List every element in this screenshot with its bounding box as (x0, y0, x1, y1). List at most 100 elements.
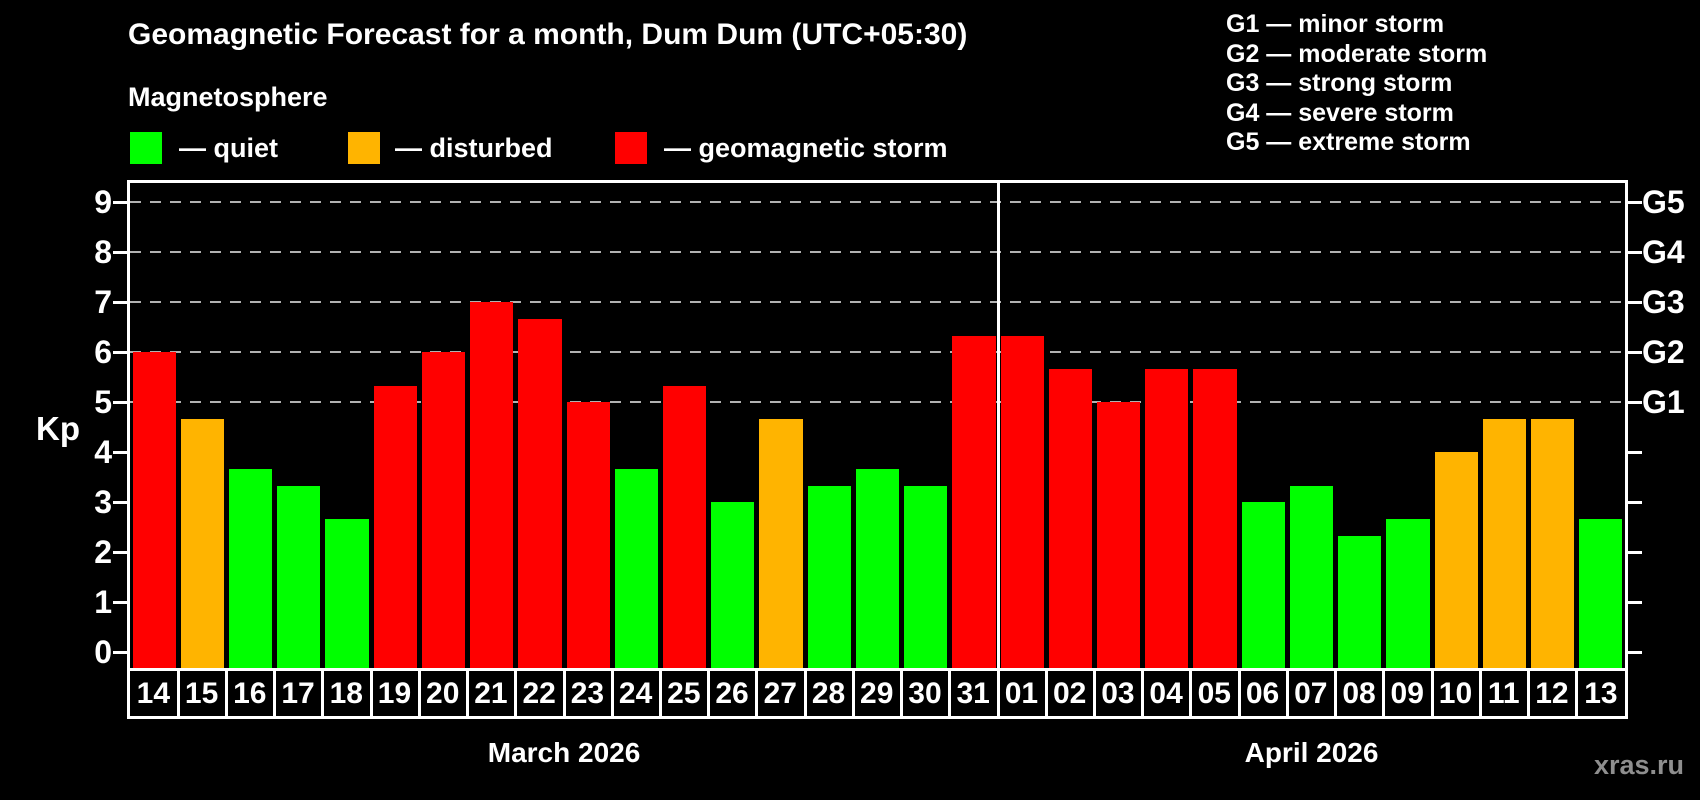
day-label-01: 01 (998, 671, 1048, 716)
y-axis-label-4: 4 (94, 434, 112, 470)
kp-bar-day-05 (1193, 368, 1237, 668)
storm-scale-g5: G5 — extreme storm (1226, 128, 1471, 157)
kp-bar-day-30 (904, 485, 948, 668)
y-axis-tick-left-9 (113, 200, 127, 204)
disturbed-legend-swatch (348, 132, 380, 164)
storm-scale-legend: G1 — minor storm G2 — moderate storm G3 … (1226, 10, 1487, 158)
storm-legend-label: — geomagnetic storm (664, 133, 948, 163)
kp-bar-day-13 (1579, 518, 1623, 668)
kp-bar-day-21 (470, 302, 514, 668)
g-scale-label-g2: G2 (1642, 334, 1685, 370)
day-label-07: 07 (1287, 671, 1338, 716)
y-axis-tick-left-3 (113, 500, 127, 504)
day-label-05: 05 (1191, 671, 1241, 716)
day-label-18: 18 (323, 671, 373, 716)
month-separator-line (996, 183, 1000, 668)
y-axis-tick-left-0 (113, 650, 127, 654)
g-scale-label-g1: G1 (1642, 384, 1685, 420)
y-axis-label-7: 7 (94, 284, 112, 320)
day-label-26: 26 (709, 671, 759, 716)
kp-bar-day-12 (1531, 418, 1575, 668)
day-label-24: 24 (612, 671, 662, 716)
month-label-1: April 2026 (1244, 737, 1379, 768)
kp-bar-day-09 (1386, 518, 1430, 668)
day-label-10: 10 (1432, 671, 1482, 716)
kp-bar-day-20 (421, 352, 466, 668)
day-label-06: 06 (1239, 671, 1289, 716)
y-axis-label-6: 6 (94, 334, 112, 370)
kp-bar-day-11 (1482, 418, 1527, 668)
day-label-11: 11 (1480, 671, 1531, 716)
day-label-31: 31 (950, 671, 1000, 716)
kp-bar-day-07 (1289, 485, 1334, 668)
y-axis-tick-left-6 (113, 350, 127, 354)
storm-scale-g3: G3 — strong storm (1226, 69, 1453, 98)
storm-legend-swatch (615, 132, 647, 164)
page-title: Geomagnetic Forecast for a month, Dum Du… (128, 18, 968, 51)
y-axis-tick-left-1 (113, 600, 127, 604)
y-axis-tick-left-4 (113, 450, 127, 454)
y-axis-tick-right-7 (1628, 300, 1642, 304)
kp-bar-day-18 (325, 518, 369, 668)
day-label-03: 03 (1095, 671, 1145, 716)
y-axis-tick-right-4 (1628, 450, 1642, 454)
watermark: xras.ru (1593, 750, 1684, 780)
y-axis-tick-right-1 (1628, 600, 1642, 604)
kp-bar-day-03 (1097, 402, 1141, 668)
kp-bar-day-28 (807, 485, 851, 668)
kp-bar-day-08 (1338, 535, 1382, 668)
g-scale-label-g5: G5 (1642, 184, 1685, 220)
kp-bar-day-15 (180, 418, 224, 668)
y-axis-label-3: 3 (94, 484, 112, 520)
day-label-21: 21 (468, 671, 518, 716)
quiet-legend-label: — quiet (179, 133, 278, 163)
day-label-02: 02 (1046, 671, 1096, 716)
kp-bar-day-16 (228, 468, 273, 668)
kp-bar-day-06 (1241, 502, 1285, 668)
x-axis-day-labels: 14 15 16 17 18 19 20 21 22 23 24 25 26 27 28 29 30 31 01 02… (127, 668, 1628, 719)
day-label-30: 30 (902, 671, 952, 716)
kp-bar-day-04 (1145, 368, 1189, 668)
y-axis-tick-left-2 (113, 550, 127, 554)
kp-bar-day-24 (614, 468, 658, 668)
day-label-12: 12 (1529, 671, 1579, 716)
day-label-15: 15 (178, 671, 228, 716)
day-label-22: 22 (516, 671, 566, 716)
y-axis-tick-right-0 (1628, 650, 1642, 654)
y-axis-label-0: 0 (94, 634, 112, 670)
kp-bar-day-02 (1048, 368, 1092, 668)
day-label-13: 13 (1584, 677, 1618, 710)
kp-bar-day-31 (952, 335, 996, 668)
day-label-23: 23 (564, 671, 614, 716)
y-axis-tick-left-5 (113, 400, 127, 404)
storm-scale-g1: G1 — minor storm (1226, 10, 1445, 38)
day-label-14: 14 (130, 671, 180, 716)
y-axis-label-8: 8 (94, 234, 112, 270)
y-axis-tick-right-6 (1628, 350, 1642, 354)
kp-bar-day-19 (373, 385, 417, 668)
day-label-19: 19 (371, 671, 421, 716)
kp-bar-day-14 (132, 352, 176, 668)
kp-bar-day-27 (759, 418, 803, 668)
day-label-28: 28 (805, 671, 855, 716)
kp-bar-day-23 (566, 402, 610, 668)
y-axis-tick-right-3 (1628, 500, 1642, 504)
kp-bar-day-01 (1000, 335, 1044, 668)
gridline-kp9 (130, 201, 1625, 203)
gridline-kp5 (130, 401, 1625, 403)
y-axis-tick-right-2 (1628, 550, 1642, 554)
y-axis-label-2: 2 (94, 534, 112, 570)
day-label-16: 16 (226, 671, 277, 716)
storm-scale-g2: G2 — moderate storm (1226, 39, 1488, 68)
y-axis-tick-left-7 (113, 300, 127, 304)
disturbed-legend-label: — disturbed (395, 133, 553, 163)
day-label-27: 27 (757, 671, 807, 716)
plot-area (127, 180, 1628, 671)
quiet-legend-swatch (130, 132, 162, 164)
kp-bar-day-22 (518, 318, 562, 668)
chart-subtitle: Magnetosphere (128, 82, 328, 112)
y-axis-tick-right-9 (1628, 200, 1642, 204)
storm-scale-g4: G4 — severe storm (1226, 98, 1454, 127)
kp-bar-day-10 (1434, 452, 1478, 668)
